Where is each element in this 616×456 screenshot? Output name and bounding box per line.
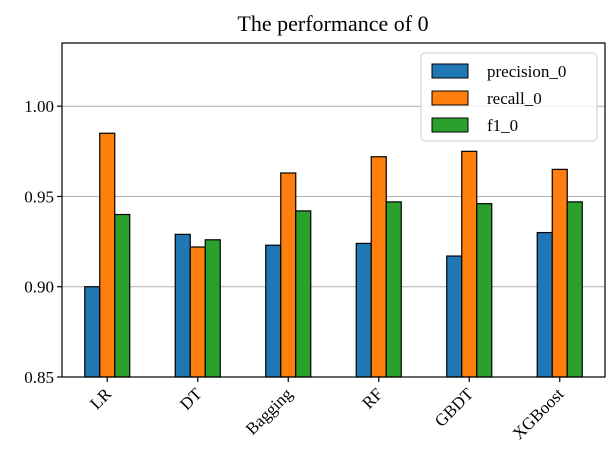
bar-precision_0-GBDT	[446, 255, 463, 378]
x-tick-label: GBDT	[431, 384, 478, 431]
y-axis: 0.85 0.90 0.95 1.00	[24, 97, 62, 387]
bar-precision_0-LR	[84, 286, 101, 378]
plot-frame	[61, 42, 606, 378]
y-tick-label: 0.95	[24, 187, 54, 206]
x-tick-label: RF	[358, 384, 386, 412]
legend-swatch-precision_0	[431, 63, 469, 79]
bar-precision_0-DT	[174, 233, 191, 378]
legend: precision_0 recall_0 f1_0	[420, 52, 598, 142]
bar-f1_0-XGBoost	[566, 201, 583, 378]
bar-recall_0-LR	[99, 132, 116, 378]
legend-swatch-recall_0	[431, 90, 469, 106]
bar-recall_0-RF	[370, 156, 387, 378]
legend-label-precision_0: precision_0	[487, 62, 566, 81]
legend-swatch-f1_0	[431, 117, 469, 133]
x-tick-label: Bagging	[242, 384, 297, 439]
x-tick-label: LR	[86, 384, 115, 413]
chart-title: The performance of 0	[237, 11, 428, 36]
x-tick-label: XGBoost	[509, 384, 568, 443]
bar-precision_0-XGBoost	[536, 231, 553, 378]
legend-label-recall_0: recall_0	[487, 89, 542, 108]
bar-precision_0-Bagging	[265, 244, 282, 378]
bar-f1_0-DT	[204, 239, 221, 378]
bar-precision_0-RF	[355, 242, 372, 378]
bar-f1_0-GBDT	[476, 203, 493, 378]
bar-recall_0-DT	[189, 246, 206, 378]
x-tick-label: DT	[176, 384, 206, 414]
legend-label-f1_0: f1_0	[487, 116, 518, 135]
y-tick-label: 0.90	[24, 278, 54, 297]
bar-recall_0-GBDT	[461, 150, 478, 378]
bar-recall_0-Bagging	[280, 172, 297, 378]
bar-f1_0-LR	[114, 213, 131, 378]
y-tick-label: 1.00	[24, 97, 54, 116]
x-axis: LR DT Bagging RF GBDT XGBoost	[86, 377, 568, 443]
bar-f1_0-RF	[385, 201, 402, 378]
bars-layer	[84, 132, 583, 378]
bar-f1_0-Bagging	[295, 210, 312, 378]
bar-recall_0-XGBoost	[551, 168, 568, 378]
y-tick-label: 0.85	[24, 368, 54, 387]
